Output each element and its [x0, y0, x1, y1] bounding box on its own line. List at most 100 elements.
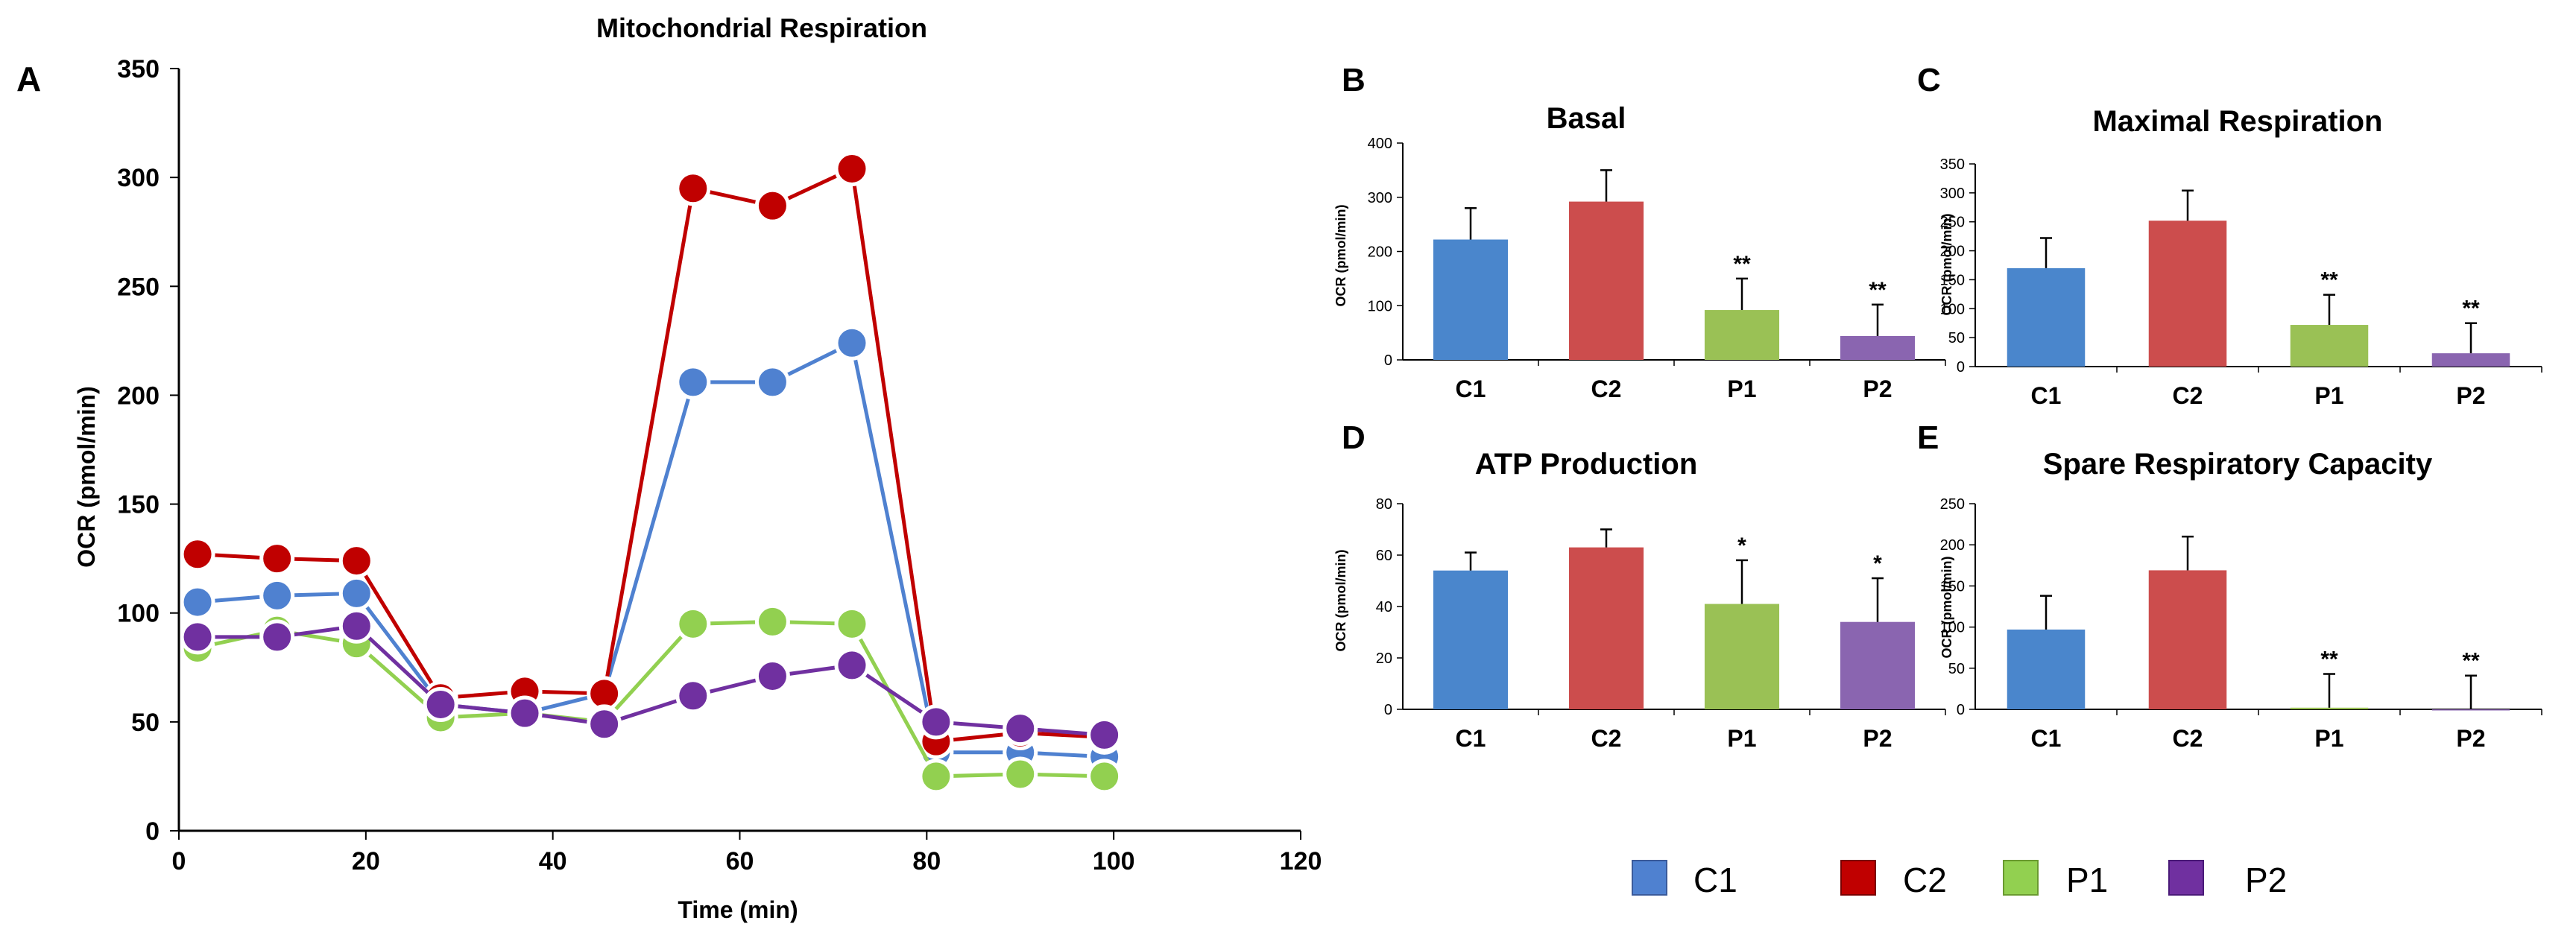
- data-point-p1: [1087, 759, 1123, 794]
- x-tick-label: 20: [352, 847, 380, 875]
- panel-e-bar-chart: E Spare Respiratory Capacity OCR (pmol/m…: [1917, 419, 2542, 752]
- x-tick-label: 120: [1280, 847, 1322, 875]
- legend-swatch-c2: [1840, 860, 1876, 896]
- bar-c1: [2007, 629, 2086, 709]
- significance-p1: **: [1733, 252, 1751, 276]
- x-tick-label: 100: [1093, 847, 1135, 875]
- y-tick-label: 100: [1940, 301, 1965, 317]
- y-tick-label: 50: [1948, 661, 1965, 677]
- y-tick-label: 0: [1957, 702, 1965, 718]
- series-group: [180, 151, 1123, 794]
- legend-swatch-p2: [2168, 860, 2204, 896]
- data-point-p1: [754, 604, 790, 639]
- category-label-p2: P2: [1863, 376, 1892, 402]
- legend: C1 C2 P1 P2: [1632, 860, 2287, 899]
- data-point-p2: [1087, 717, 1123, 753]
- legend-label-p1: P1: [2066, 861, 2108, 899]
- data-point-p1: [1003, 756, 1038, 792]
- y-tick-label: 250: [117, 273, 160, 301]
- series-p2: [180, 608, 1123, 753]
- data-point-p1: [675, 606, 711, 642]
- bar-c2: [2148, 221, 2227, 367]
- bar-p1: [1704, 604, 1780, 709]
- y-tick-label: 150: [1940, 272, 1965, 288]
- chart-title: Maximal Respiration: [2092, 105, 2382, 138]
- data-point-p2: [587, 706, 622, 742]
- data-point-c1: [180, 584, 215, 620]
- y-tick-label: 400: [1368, 136, 1392, 152]
- significance-p2: **: [2462, 649, 2480, 674]
- y-tick-label: 150: [117, 491, 160, 519]
- y-tick-label: 100: [117, 600, 160, 628]
- panel-label-a: A: [16, 60, 41, 98]
- data-point-p2: [675, 678, 711, 714]
- significance-p1: **: [2320, 647, 2338, 672]
- series-line-c1: [197, 340, 1105, 759]
- category-label-p2: P2: [2456, 725, 2485, 752]
- bar-c2: [1568, 201, 1644, 360]
- significance-p2: *: [1873, 551, 1882, 576]
- legend-label-p2: P2: [2245, 861, 2287, 899]
- category-label-p1: P1: [1727, 376, 1756, 402]
- y-tick-label: 0: [145, 817, 160, 846]
- data-point-c1: [675, 364, 711, 400]
- series-c1: [180, 325, 1123, 775]
- category-label-p1: P1: [1727, 725, 1756, 752]
- category-label-c2: C2: [2173, 382, 2203, 409]
- data-point-p1: [834, 606, 870, 642]
- y-tick-label: 200: [1368, 244, 1392, 261]
- x-tick-label: 60: [726, 847, 754, 875]
- y-tick-label: 0: [1957, 359, 1965, 376]
- category-label-c2: C2: [1591, 376, 1622, 402]
- category-label-c2: C2: [2173, 725, 2203, 752]
- bar-p2: [2431, 353, 2510, 367]
- legend-swatch-c1: [1632, 860, 1667, 896]
- significance-p2: **: [2462, 297, 2480, 321]
- bar-c1: [2007, 267, 2086, 367]
- panel-d-bar-chart: D ATP Production OCR (pmol/min) 0 20 40 60 8…: [1333, 419, 1946, 752]
- chart-title: Basal: [1547, 102, 1626, 135]
- bar-p1: [2290, 325, 2369, 367]
- plot-area: 0 100 200 300 400 C1 C2 ** P1 ** P2: [1368, 136, 1946, 402]
- data-point-p2: [1003, 711, 1038, 747]
- y-axis-label: OCR (pmol/min): [1939, 557, 1954, 659]
- category-label-p1: P1: [2314, 382, 2343, 409]
- bar-p2: [2431, 709, 2510, 711]
- plot-area: 0 50 100 150 200 250 C1 C2 ** P1 ** P2: [1940, 496, 2542, 752]
- legend-label-c2: C2: [1903, 861, 1947, 899]
- x-tick-label: 0: [172, 847, 186, 875]
- y-tick-label: 250: [1940, 215, 1965, 231]
- data-point-c1: [834, 325, 870, 361]
- data-point-c2: [259, 541, 295, 577]
- data-point-p2: [180, 619, 215, 655]
- y-tick-label: 50: [1948, 330, 1965, 346]
- category-label-p2: P2: [1863, 725, 1892, 752]
- y-axis-label: OCR (pmol/min): [1333, 205, 1348, 307]
- axes: 0 50 100 150 200 250 300 350 0 20 40 60 80 100 120: [117, 55, 1322, 875]
- plot-area: 0 50 100 150 200 250 300 350 C1 C2 ** P1 ** P2: [1940, 156, 2542, 409]
- data-point-c2: [180, 536, 215, 572]
- significance-p1: *: [1737, 533, 1746, 558]
- panel-c-bar-chart: C Maximal Respiration OCR (pmol/min) 0 50…: [1917, 62, 2542, 409]
- y-tick-label: 20: [1376, 650, 1392, 667]
- y-tick-label: 0: [1384, 702, 1392, 718]
- significance-p2: **: [1869, 278, 1887, 303]
- category-label-c1: C1: [2031, 725, 2062, 752]
- data-point-p2: [338, 608, 374, 644]
- plot-area: 0 20 40 60 80 C1 C2 * P1 * P2: [1376, 496, 1946, 752]
- panel-label-d: D: [1342, 419, 1366, 456]
- series-line-p2: [198, 624, 1105, 737]
- y-tick-label: 40: [1376, 599, 1392, 615]
- data-point-c2: [338, 543, 374, 579]
- data-point-p1: [918, 759, 954, 794]
- data-point-c1: [338, 575, 374, 611]
- data-point-c2: [754, 188, 790, 224]
- category-label-c2: C2: [1591, 725, 1622, 752]
- panel-label-e: E: [1917, 419, 1939, 456]
- x-axis-label: Time (min): [678, 896, 798, 923]
- bar-c1: [1433, 239, 1509, 360]
- bar-p2: [1840, 621, 1916, 709]
- category-label-c1: C1: [2031, 382, 2062, 409]
- y-tick-label: 300: [117, 164, 160, 192]
- y-tick-label: 250: [1940, 496, 1965, 513]
